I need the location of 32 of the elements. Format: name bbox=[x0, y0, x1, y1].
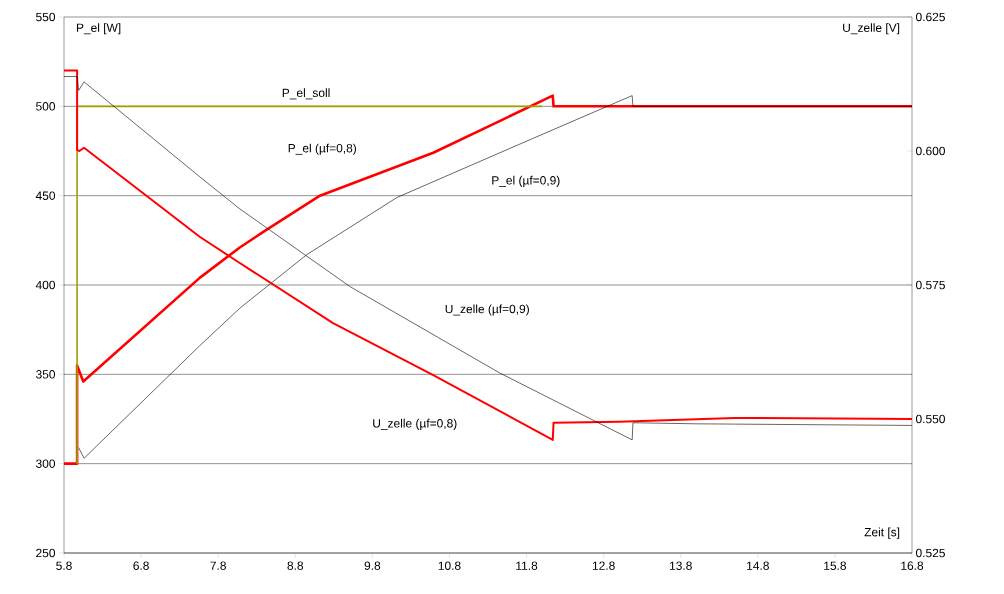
y2-tick-label: 0.550 bbox=[916, 414, 945, 424]
y-tick-label: 400 bbox=[35, 280, 56, 290]
series-label: U_zelle (µf=0,9) bbox=[445, 304, 529, 316]
x-tick-label: 13.8 bbox=[670, 561, 692, 570]
y-tick-label: 250 bbox=[36, 548, 56, 558]
y-tick-label: 300 bbox=[36, 459, 56, 468]
y2-axis-title: U_zelle [V] bbox=[843, 23, 900, 35]
y-tick-label: 450 bbox=[35, 191, 56, 200]
x-tick-label: 16.8 bbox=[901, 561, 924, 570]
y-tick-label: 350 bbox=[36, 370, 56, 379]
y-tick-label: 500 bbox=[36, 102, 56, 111]
y2-tick-label: 0.575 bbox=[916, 280, 945, 290]
series-label: P_el_soll bbox=[282, 88, 330, 100]
x-tick-label: 14.8 bbox=[747, 561, 769, 570]
y-tick-label: 550 bbox=[36, 12, 56, 22]
x-tick-label: 11.8 bbox=[516, 561, 538, 570]
text: P_el (µf=0,8) bbox=[288, 143, 356, 155]
x-tick-label: 15.8 bbox=[824, 561, 847, 570]
x-tick-label: 10.8 bbox=[438, 561, 461, 570]
x-tick-label: 7.8 bbox=[210, 561, 226, 570]
x-tick-label: 8.8 bbox=[287, 561, 304, 570]
y2-tick-label: 0.525 bbox=[916, 548, 945, 558]
x-tick-label: 5.8 bbox=[56, 561, 72, 570]
y-axis-title: P_el [W] bbox=[76, 23, 121, 35]
text: U_zelle (µf=0,8) bbox=[373, 418, 457, 430]
series-label: P_el (µf=0,9) bbox=[492, 175, 560, 187]
x-axis-title: Zeit [s] bbox=[864, 527, 900, 539]
y2-tick-label: 0.600 bbox=[916, 146, 945, 156]
x-tick-label: 6.8 bbox=[133, 561, 149, 570]
x-tick-label: 9.8 bbox=[364, 561, 381, 570]
y2-tick-label: 0.625 bbox=[916, 12, 945, 22]
x-tick-label: 12.8 bbox=[592, 561, 615, 570]
